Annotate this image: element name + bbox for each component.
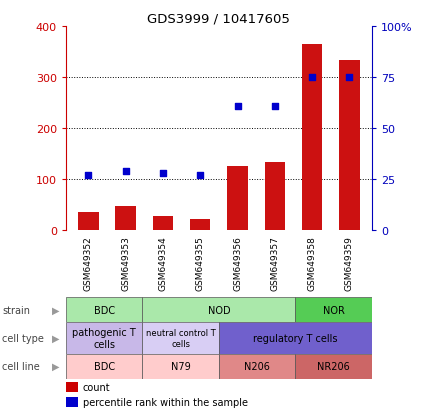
Bar bbox=[339, 61, 360, 231]
Text: count: count bbox=[83, 382, 110, 392]
Bar bbox=[295, 298, 372, 322]
Text: GSM649356: GSM649356 bbox=[233, 236, 242, 291]
Bar bbox=[302, 45, 323, 231]
Text: regulatory T cells: regulatory T cells bbox=[253, 333, 337, 343]
Text: cell type: cell type bbox=[2, 333, 44, 343]
Text: NOR: NOR bbox=[323, 305, 345, 315]
Bar bbox=[265, 163, 285, 231]
Text: BDC: BDC bbox=[94, 361, 115, 371]
Text: NOD: NOD bbox=[207, 305, 230, 315]
Text: N79: N79 bbox=[171, 361, 190, 371]
Bar bbox=[142, 354, 219, 379]
Text: GSM649354: GSM649354 bbox=[159, 236, 167, 291]
Bar bbox=[227, 167, 248, 231]
Bar bbox=[153, 216, 173, 231]
Point bbox=[346, 74, 353, 81]
Text: GSM649357: GSM649357 bbox=[270, 236, 279, 291]
Text: ▶: ▶ bbox=[51, 305, 59, 315]
Text: pathogenic T
cells: pathogenic T cells bbox=[72, 328, 136, 349]
Point bbox=[197, 172, 204, 179]
Text: NR206: NR206 bbox=[317, 361, 350, 371]
Text: GSM649358: GSM649358 bbox=[308, 236, 317, 291]
Text: N206: N206 bbox=[244, 361, 270, 371]
Text: BDC: BDC bbox=[94, 305, 115, 315]
Bar bbox=[66, 322, 142, 354]
Text: percentile rank within the sample: percentile rank within the sample bbox=[83, 397, 248, 407]
Text: neutral control T
cells: neutral control T cells bbox=[146, 328, 215, 348]
Point bbox=[309, 74, 316, 81]
Text: ▶: ▶ bbox=[51, 333, 59, 343]
Title: GDS3999 / 10417605: GDS3999 / 10417605 bbox=[147, 13, 290, 26]
Bar bbox=[66, 354, 142, 379]
Bar bbox=[142, 298, 295, 322]
Bar bbox=[66, 382, 78, 392]
Bar bbox=[190, 219, 210, 231]
Text: GSM649353: GSM649353 bbox=[121, 236, 130, 291]
Point bbox=[272, 103, 278, 109]
Text: GSM649359: GSM649359 bbox=[345, 236, 354, 291]
Bar bbox=[142, 322, 219, 354]
Point bbox=[122, 168, 129, 175]
Text: ▶: ▶ bbox=[51, 361, 59, 371]
Point bbox=[159, 170, 166, 177]
Bar bbox=[219, 354, 295, 379]
Point bbox=[85, 172, 92, 179]
Bar bbox=[66, 298, 142, 322]
Point bbox=[234, 103, 241, 109]
Bar bbox=[219, 322, 372, 354]
Bar bbox=[66, 397, 78, 407]
Text: GSM649355: GSM649355 bbox=[196, 236, 205, 291]
Bar bbox=[115, 207, 136, 231]
Bar bbox=[295, 354, 372, 379]
Bar bbox=[78, 213, 99, 231]
Text: strain: strain bbox=[2, 305, 30, 315]
Text: GSM649352: GSM649352 bbox=[84, 236, 93, 291]
Text: cell line: cell line bbox=[2, 361, 40, 371]
